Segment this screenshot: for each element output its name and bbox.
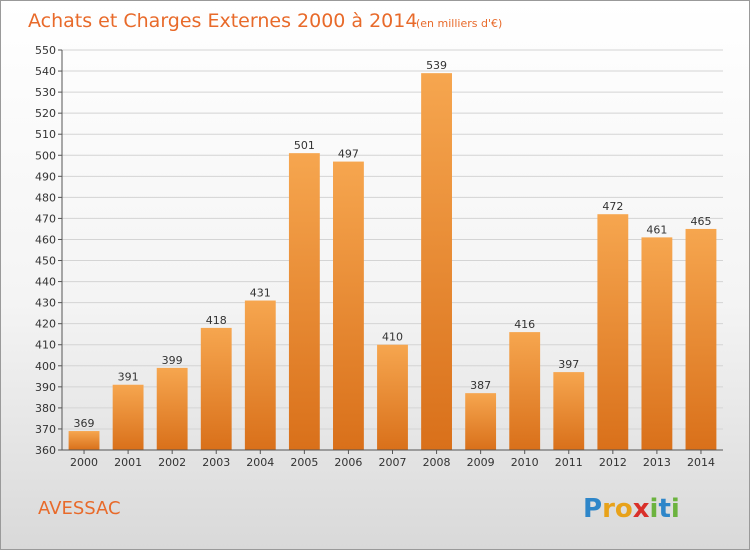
bar	[553, 372, 585, 450]
x-tick-label: 2005	[290, 456, 318, 469]
bars	[68, 73, 717, 450]
y-tick-label: 520	[35, 107, 56, 120]
value-labels: 369 391 399 418 431 501 497 410 539 387 416 397 472 4…	[74, 59, 712, 430]
y-tick-label: 440	[35, 276, 56, 289]
y-tick-label: 450	[35, 255, 56, 268]
bar	[200, 327, 232, 450]
x-tick-label: 2006	[334, 456, 362, 469]
logo-letter: r	[602, 494, 615, 524]
bar	[377, 344, 408, 450]
x-tick-label: 2000	[70, 456, 98, 469]
x-tick-label: 2003	[202, 456, 230, 469]
bar-value-label: 410	[382, 331, 403, 344]
y-tick-label: 530	[35, 86, 56, 99]
bar-value-label: 472	[602, 200, 623, 213]
y-tick-label: 420	[35, 318, 56, 331]
y-tick-label: 410	[35, 339, 56, 352]
x-tick-label: 2009	[467, 456, 495, 469]
y-tick-label: 430	[35, 297, 56, 310]
y-tick-label: 550	[35, 44, 56, 57]
x-tick-label: 2002	[158, 456, 186, 469]
x-axis-ticks: 2000 2001 2002 2003 2004 2005 2006 2007 2008 2009…	[70, 450, 715, 469]
bar	[597, 214, 629, 450]
bar-value-label: 399	[162, 354, 183, 367]
bar-value-label: 391	[118, 371, 139, 384]
y-tick-label: 490	[35, 170, 56, 183]
y-axis-ticks: 360 370 380 390 400 410 420 430 440 450 460 470 480 4…	[35, 44, 62, 457]
bar-value-label: 387	[470, 379, 491, 392]
bar	[421, 73, 452, 450]
bar	[112, 384, 144, 450]
bar	[244, 300, 276, 450]
logo-letter: i	[650, 494, 659, 524]
bar-value-label: 397	[558, 358, 579, 371]
x-tick-label: 2014	[687, 456, 715, 469]
logo-letter: P	[583, 494, 602, 524]
y-tick-label: 510	[35, 128, 56, 141]
y-tick-label: 360	[35, 444, 56, 457]
x-tick-label: 2008	[423, 456, 451, 469]
bar	[509, 332, 541, 450]
y-tick-label: 370	[35, 423, 56, 436]
commune-name: AVESSAC	[38, 498, 121, 519]
bar	[156, 367, 188, 450]
x-tick-label: 2011	[555, 456, 583, 469]
bar-value-label: 418	[206, 314, 227, 327]
x-tick-label: 2012	[599, 456, 627, 469]
proxiti-logo: Proxiti	[583, 494, 680, 524]
y-tick-label: 380	[35, 402, 56, 415]
bar-value-label: 497	[338, 148, 359, 161]
y-tick-label: 400	[35, 360, 56, 373]
bar-value-label: 501	[294, 139, 315, 152]
y-tick-label: 500	[35, 149, 56, 162]
bar	[641, 237, 673, 450]
bar-value-label: 431	[250, 287, 271, 300]
bar	[288, 153, 320, 450]
logo-letter: i	[671, 494, 680, 524]
bar-value-label: 539	[426, 59, 447, 72]
y-tick-label: 460	[35, 233, 56, 246]
x-tick-label: 2010	[511, 456, 539, 469]
x-tick-label: 2007	[379, 456, 407, 469]
y-tick-label: 540	[35, 65, 56, 78]
x-tick-label: 2013	[643, 456, 671, 469]
bar-value-label: 416	[514, 318, 535, 331]
y-tick-label: 480	[35, 191, 56, 204]
chart-title: Achats et Charges Externes 2000 à 2014	[28, 10, 417, 32]
bar-value-label: 369	[74, 417, 95, 430]
bar	[68, 431, 100, 450]
logo-letter: t	[658, 494, 670, 524]
y-tick-label: 470	[35, 212, 56, 225]
logo-letter: o	[615, 494, 633, 524]
logo-letter: x	[633, 494, 650, 524]
chart-subtitle: (en milliers d'€)	[416, 17, 502, 30]
bar	[685, 228, 717, 450]
bar-value-label: 465	[690, 215, 711, 228]
y-tick-label: 390	[35, 381, 56, 394]
bar-value-label: 461	[646, 223, 667, 236]
x-tick-label: 2004	[246, 456, 274, 469]
x-tick-label: 2001	[114, 456, 142, 469]
bar	[333, 161, 364, 450]
bar	[465, 393, 497, 450]
